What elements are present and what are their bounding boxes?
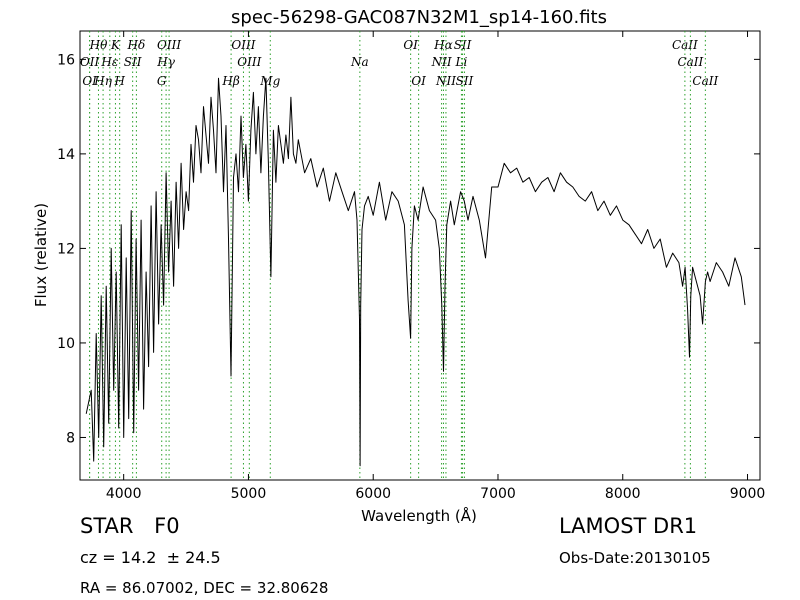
subclass-value: F0 — [154, 514, 180, 538]
object-class: STAR F0 — [80, 514, 180, 538]
line-label: NII — [431, 55, 452, 69]
line-label: Hα — [433, 38, 453, 52]
line-label: CaII — [692, 74, 718, 88]
redshift-text: cz = 14.2 ± 24.5 — [80, 548, 221, 567]
line-label: OIII — [157, 38, 181, 52]
line-label: H — [113, 74, 125, 88]
line-label: OI — [82, 74, 97, 88]
line-label: NII — [435, 74, 456, 88]
x-tick-label: 5000 — [231, 486, 267, 502]
line-label: OII — [80, 55, 100, 69]
y-tick-label: 16 — [57, 52, 75, 68]
spectrum-series — [85, 77, 746, 467]
line-label: Mg — [259, 74, 280, 88]
line-label: Hδ — [127, 38, 146, 52]
line-label: G — [157, 74, 167, 88]
x-tick-label: 4000 — [106, 486, 142, 502]
line-label: Hη — [93, 74, 112, 88]
line-label: SII — [454, 38, 472, 52]
x-tick-label: 9000 — [730, 486, 766, 502]
spectrum-line — [85, 77, 746, 467]
line-label: OIII — [231, 38, 255, 52]
line-label: Li — [455, 55, 468, 69]
object-class-value: STAR — [80, 514, 134, 538]
line-label: K — [110, 38, 121, 52]
axis-ticks: 4000 5000 6000 7000 8000 9000 8 10 12 14 16 — [57, 31, 765, 502]
line-label: SII — [124, 55, 142, 69]
line-label: OI — [411, 74, 426, 88]
x-tick-label: 6000 — [355, 486, 391, 502]
x-tick-label: 8000 — [605, 486, 641, 502]
line-label: Hε — [100, 55, 118, 69]
y-tick-label: 12 — [57, 241, 75, 257]
x-tick-label: 7000 — [480, 486, 516, 502]
plot-area-frame — [79, 30, 761, 481]
survey-label: LAMOST DR1 — [559, 514, 698, 538]
line-label: SII — [456, 74, 474, 88]
y-tick-label: 8 — [66, 430, 75, 446]
x-axis-label: Wavelength (Å) — [361, 506, 477, 525]
line-label: OI — [403, 38, 418, 52]
line-label: OIII — [237, 55, 261, 69]
line-label: CaII — [672, 38, 698, 52]
line-label: Hθ — [89, 38, 108, 52]
y-tick-label: 14 — [57, 147, 75, 163]
line-label: Na — [350, 55, 369, 69]
line-label: CaII — [677, 55, 703, 69]
line-label: Hβ — [221, 74, 239, 88]
line-label: Hγ — [156, 55, 175, 69]
obs-date-text: Obs-Date:20130105 — [559, 549, 711, 567]
y-axis-label: Flux (relative) — [32, 203, 50, 307]
chart-title: spec-56298-GAC087N32M1_sp14-160.fits — [231, 7, 607, 28]
coordinates-text: RA = 86.07002, DEC = 32.80628 — [80, 579, 329, 597]
y-tick-label: 10 — [57, 336, 75, 352]
